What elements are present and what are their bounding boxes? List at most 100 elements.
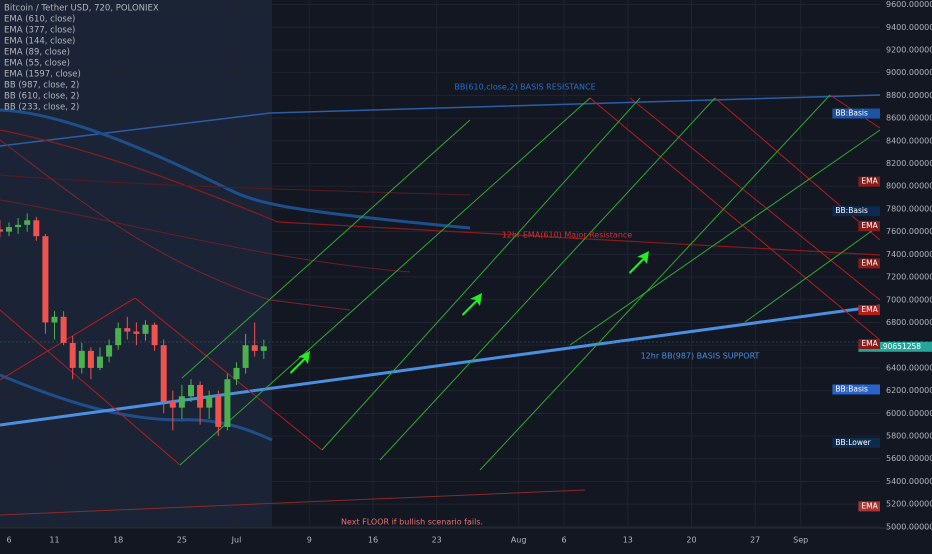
legend-entry: BB (233, close, 2): [4, 103, 79, 113]
price-label-bg: [832, 108, 880, 119]
legend-entry: EMA (144, close): [4, 37, 75, 47]
candle-body: [51, 316, 58, 323]
legend-entry: EMA (1597, close): [4, 70, 81, 80]
candle-body: [124, 328, 131, 332]
y-tick-label: 5800.00000000: [886, 432, 932, 441]
price-label: EMA: [861, 258, 878, 267]
candle-body: [251, 345, 258, 351]
annotation: Next FLOOR if bullish scenario fails.: [341, 518, 483, 527]
x-tick-label: 13: [623, 536, 633, 545]
y-tick-label: 8200.00000000: [886, 159, 932, 168]
x-tick-label: 27: [750, 536, 760, 545]
legend-entry: EMA (610, close): [4, 15, 75, 25]
candle-body: [0, 229, 3, 232]
candle-body: [42, 236, 49, 323]
x-tick-label: 11: [49, 536, 59, 545]
candle-body: [142, 324, 149, 334]
price-label-bg: [832, 437, 880, 448]
ema-377: [0, 174, 471, 196]
y-tick-label: 7800.00000000: [886, 204, 932, 213]
candle-body: [115, 328, 122, 346]
annotation: BB(610,close,2) BASIS RESISTANCE: [454, 83, 595, 92]
y-tick-label: 7200.00000000: [886, 273, 932, 282]
bb-987-basis: [0, 304, 881, 427]
y-tick-label: 6200.00000000: [886, 386, 932, 395]
y-tick-label: 8600.00000000: [886, 114, 932, 123]
price-label-bg: [832, 384, 880, 395]
price-label-bg: [858, 341, 932, 352]
candle-body: [106, 345, 113, 357]
y-tick-label: 8400.00000000: [886, 136, 932, 145]
bb-233-basis: [0, 108, 471, 230]
y-tick-label: 9000.00000000: [886, 68, 932, 77]
price-label: EMA: [861, 177, 878, 186]
ema-610: [0, 129, 881, 256]
y-tick-label: 6800.00000000: [886, 318, 932, 327]
annotation: 12hr BB(987) BASIS SUPPORT: [641, 352, 760, 361]
candle-body: [69, 342, 76, 368]
candle-body: [233, 367, 240, 380]
ema-89: [0, 139, 351, 311]
annotation: 12hr EMA(610) Major Resistance: [502, 231, 633, 240]
candle-body: [133, 331, 140, 334]
price-label-bg: [858, 339, 880, 350]
price-label-bg: [858, 304, 880, 315]
price-label-bg: [858, 220, 880, 231]
green-channel: [179, 94, 881, 471]
price-label: 6585.90651258: [861, 342, 921, 351]
x-tick-label: 9: [307, 536, 312, 545]
y-tick-label: 8000.00000000: [886, 182, 932, 191]
price-label: EMA: [861, 501, 878, 510]
price-axis: [880, 0, 932, 550]
price-label: BB:Basis: [835, 384, 868, 393]
y-tick-label: 9600.00000000: [886, 0, 932, 9]
candle-body: [169, 401, 176, 408]
candle-body: [242, 345, 249, 368]
candle-body: [178, 396, 185, 408]
price-label: BB:Basis: [835, 109, 868, 118]
y-tick-label: 8800.00000000: [886, 91, 932, 100]
price-label-bg: [832, 206, 880, 217]
x-tick-label: 6: [562, 536, 567, 545]
grid: [0, 0, 880, 528]
x-tick-label: 16: [368, 536, 378, 545]
price-label: EMA: [861, 305, 878, 314]
bb-lower: [0, 373, 273, 442]
x-tick-label: Jul: [231, 536, 242, 545]
x-tick-label: Sep: [793, 536, 808, 545]
x-tick-label: 18: [113, 536, 123, 545]
candle-body: [206, 396, 213, 408]
arrows: [290, 251, 649, 374]
y-tick-label: 5600.00000000: [886, 454, 932, 463]
y-tick-label: 5000.00000000: [886, 522, 932, 531]
y-tick-label: 7000.00000000: [886, 295, 932, 304]
x-tick-label: Aug: [511, 536, 527, 545]
y-tick-label: 9400.00000000: [886, 23, 932, 32]
legend-entry: EMA (89, close): [4, 48, 70, 58]
y-tick-label: 6000.00000000: [886, 409, 932, 418]
ema-1597: [0, 489, 586, 516]
x-tick-label: 25: [177, 536, 187, 545]
candle-body: [151, 324, 158, 346]
red-channel: [0, 94, 881, 466]
indicators: [0, 94, 881, 516]
x-tick-label: 20: [686, 536, 696, 545]
legend-entry: EMA (377, close): [4, 26, 75, 36]
candle-body: [197, 384, 204, 408]
candle-body: [6, 227, 12, 232]
price-label: EMA: [861, 221, 878, 230]
candle-body: [160, 345, 167, 402]
price-label-bg: [858, 176, 880, 187]
y-tick-label: 5400.00000000: [886, 477, 932, 486]
legend-entry: EMA (55, close): [4, 59, 70, 69]
y-tick-label: 7600.00000000: [886, 227, 932, 236]
candle-body: [87, 350, 94, 368]
price-label-bg: [858, 501, 880, 512]
x-tick-label: 23: [432, 536, 442, 545]
candle-body: [97, 356, 103, 368]
price-label: BB:Basis: [835, 206, 868, 215]
price-label-bg: [858, 258, 880, 269]
candle-body: [224, 379, 231, 427]
price-label: BB:Lower: [835, 438, 871, 447]
